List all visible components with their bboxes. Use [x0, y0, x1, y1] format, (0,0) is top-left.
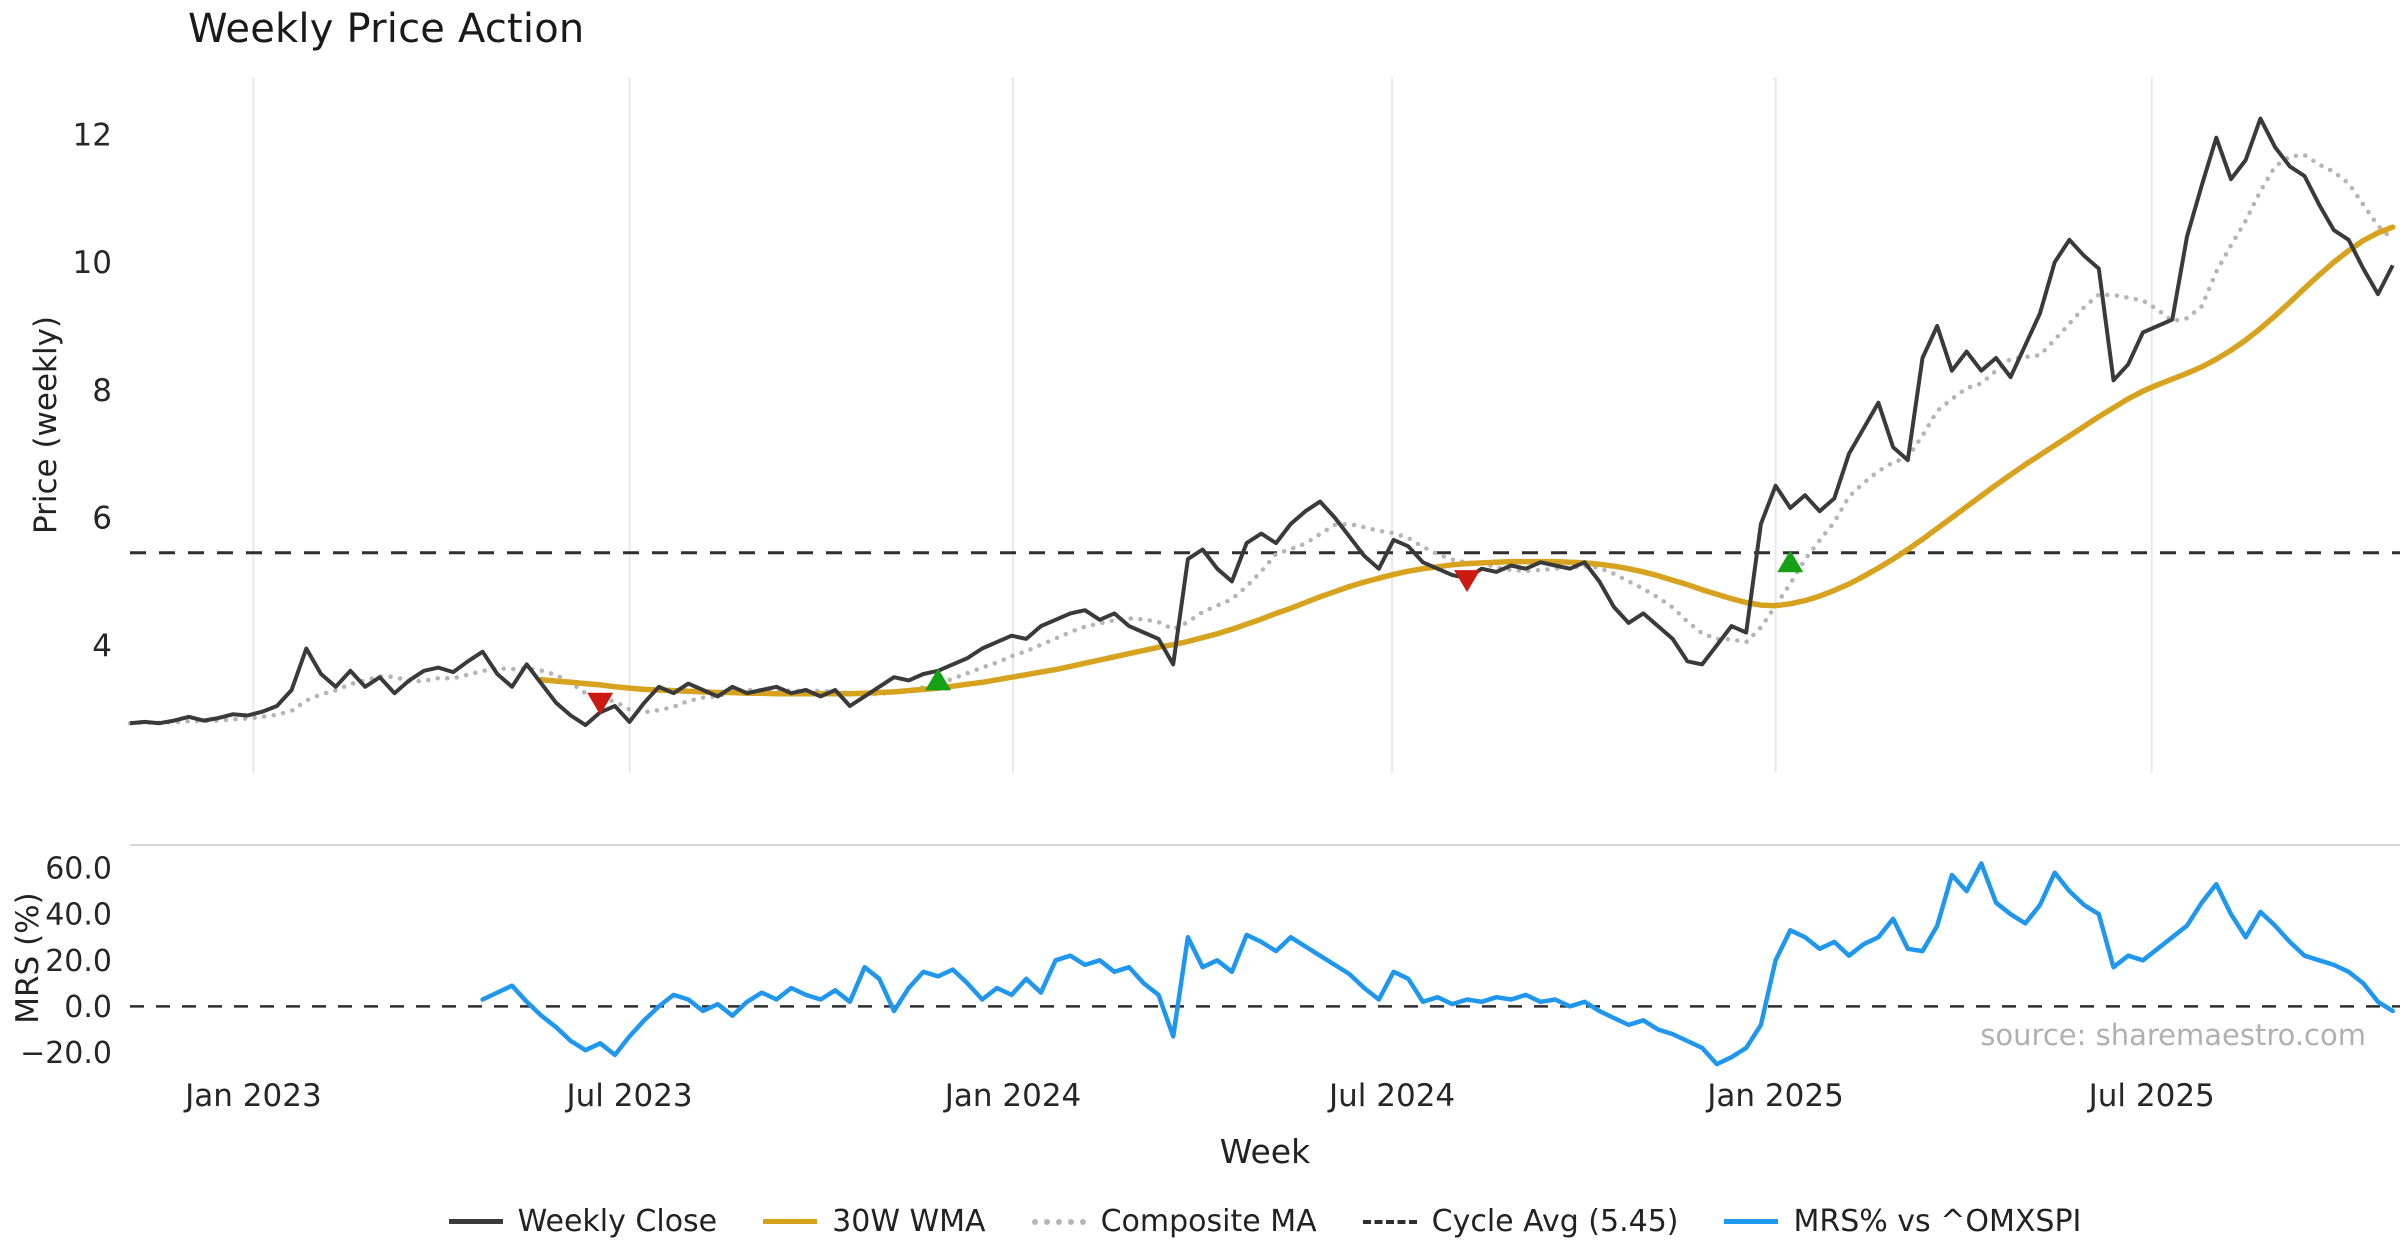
legend-item: Composite MA	[1031, 1204, 1317, 1239]
x-tick-label: Jul 2024	[1327, 1078, 1455, 1114]
x-axis-label: Week	[1219, 1132, 1311, 1171]
price-tick-label: 6	[92, 501, 112, 537]
buy-marker-icon	[925, 668, 952, 691]
x-tick-label: Jan 2023	[183, 1078, 322, 1114]
sell-marker-icon	[587, 692, 614, 715]
mrs-axis-label: MRS (%)	[10, 892, 46, 1024]
legend-label: Cycle Avg (5.45)	[1431, 1204, 1679, 1239]
legend: Weekly Close 30W WMA Composite MA Cycle Avg…	[130, 1204, 2400, 1239]
legend-swatch-icon	[448, 1219, 503, 1224]
sell-marker-icon	[1454, 570, 1481, 593]
mrs-tick-label: 20.0	[45, 944, 112, 979]
legend-label: MRS% vs ^OMXSPI	[1793, 1204, 2082, 1239]
legend-label: Composite MA	[1100, 1204, 1317, 1239]
wma30-line	[538, 224, 2396, 697]
mrs-tick-label: −20.0	[20, 1036, 112, 1071]
legend-swatch-icon	[1362, 1219, 1417, 1224]
chart-title: Weekly Price Action	[188, 6, 585, 52]
buy-marker-icon	[1777, 550, 1804, 573]
price-tick-label: 8	[92, 373, 112, 409]
legend-item: 30W WMA	[763, 1204, 986, 1239]
legend-label: Weekly Close	[517, 1204, 718, 1239]
weekly-close-line	[129, 116, 2395, 728]
legend-item: Weekly Close	[448, 1204, 718, 1239]
mrs-tick-label: 40.0	[45, 898, 112, 933]
price-tick-label: 10	[73, 245, 112, 281]
x-tick-label: Jul 2023	[564, 1078, 692, 1114]
x-tick-label: Jan 2025	[1705, 1078, 1844, 1114]
mrs-tick-label: 0.0	[64, 990, 112, 1025]
price-axis-label: Price (weekly)	[28, 315, 64, 535]
legend-swatch-icon	[763, 1219, 818, 1224]
price-tick-label: 4	[92, 628, 112, 664]
legend-item: Cycle Avg (5.45)	[1362, 1204, 1679, 1239]
x-tick-label: Jul 2025	[2087, 1078, 2215, 1114]
mrs-tick-label: 60.0	[45, 852, 112, 887]
legend-swatch-icon	[1724, 1219, 1779, 1224]
source-credit: source: sharemaestro.com	[1980, 1018, 2366, 1052]
price-tick-label: 12	[73, 117, 112, 153]
legend-label: 30W WMA	[832, 1204, 986, 1239]
legend-item: MRS% vs ^OMXSPI	[1724, 1204, 2081, 1239]
x-tick-label: Jan 2024	[943, 1078, 1082, 1114]
mrs-line	[480, 861, 2395, 1067]
composite-ma-line	[127, 152, 2395, 726]
legend-swatch-icon	[1031, 1218, 1086, 1225]
